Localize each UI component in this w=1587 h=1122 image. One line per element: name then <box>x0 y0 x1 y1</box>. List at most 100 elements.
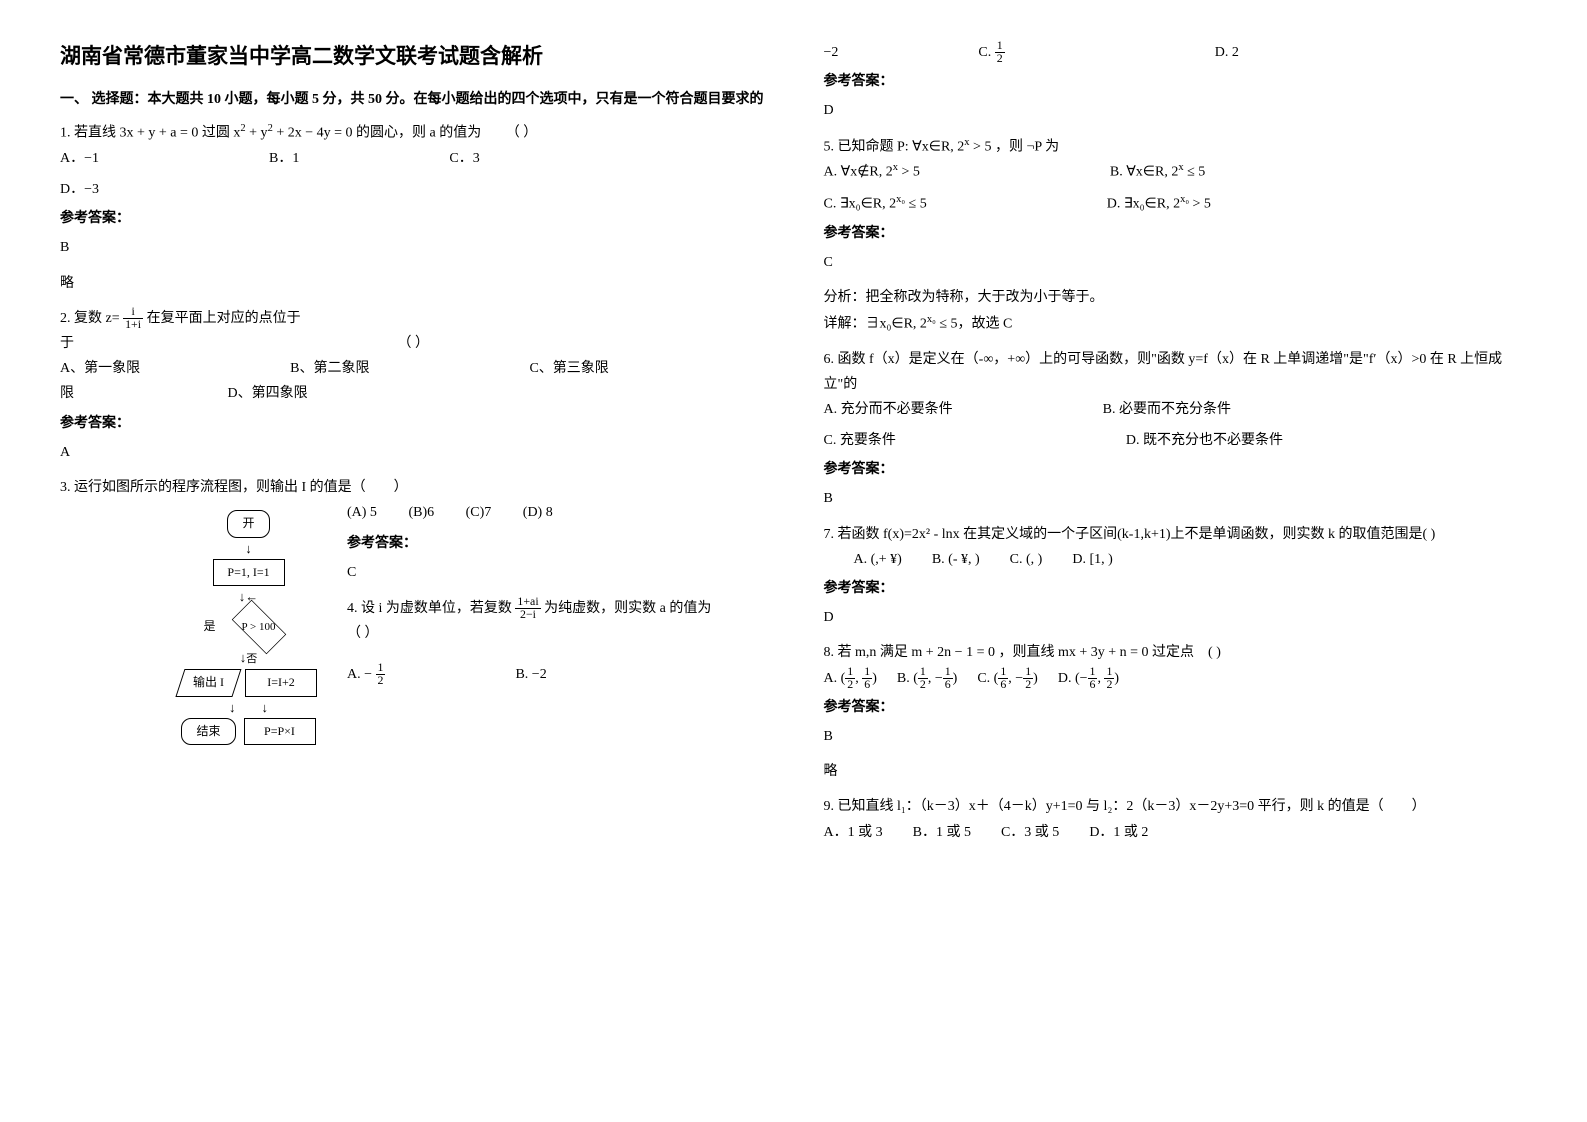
q4-c-d: 2 <box>995 53 1005 65</box>
q9-option-b: B．1 或 5 <box>913 820 971 845</box>
q5-b-b: ≤ 5 <box>1184 165 1206 180</box>
q4-option-d: D. 2 <box>1215 40 1239 65</box>
q1-answer: B <box>60 235 764 260</box>
q1-paren: （ ） <box>506 126 538 141</box>
question-5: 5. 已知命题 P: ∀x∈R, 2x > 5 ，则 ¬P 为 A. ∀x∉R,… <box>824 134 1528 337</box>
q7-option-c: C. (, ) <box>1010 547 1043 572</box>
q1-option-a: A．−1 <box>60 146 99 171</box>
q5-note2: 详解：∃x₀∈R, 2x₀ ≤ 5，故选 C <box>824 311 1528 337</box>
q8-stem: 8. 若 m,n 满足 m + 2n − 1 = 0 ，则直线 mx + 3y … <box>824 645 1195 660</box>
q5-sup-c: x₀ <box>896 194 905 205</box>
q3-answer: C <box>347 560 711 585</box>
question-4: 4. 设 i 为虚数单位，若复数 1+ai 2−i 为纯虚数，则实数 a 的值为… <box>347 596 711 688</box>
q5-option-c: C. ∃x₀∈R, 2x₀ ≤ 5 <box>824 191 927 217</box>
q3-option-d: (D) 8 <box>523 505 553 520</box>
q3-options: (A) 5 (B)6 (C)7 (D) 8 <box>347 500 711 525</box>
q5-a-b: > 5 <box>898 165 920 180</box>
q8-option-c: C. (16, −12) <box>977 666 1037 691</box>
q6-option-d: D. 既不充分也不必要条件 <box>1126 428 1283 453</box>
q8-c-pre: C. ( <box>977 671 998 686</box>
q8d-post: ) <box>1114 671 1119 686</box>
q5-note2-sup: x₀ <box>927 314 936 325</box>
q7-option-b: B. (- ¥, ) <box>932 547 980 572</box>
q8b-d1: 2 <box>918 679 928 691</box>
q2-paren: （ ） <box>398 336 430 351</box>
q4-option-a: A. − 12 <box>347 662 385 687</box>
q2-answer: A <box>60 440 764 465</box>
q8-note: 略 <box>824 759 1528 784</box>
q5-b-a: B. ∀x∈R, 2 <box>1110 165 1178 180</box>
question-6: 6. 函数 f（x）是定义在（-∞，+∞）上的可导函数，则"函数 y=f（x）在… <box>824 347 1528 512</box>
fc-step1: I=I+2 <box>245 669 317 697</box>
fc-cond-text: P > 100 <box>242 621 276 633</box>
question-9: 9. 已知直线 l₁：（k－3）x＋（4－k）y+1=0 与 l₂：2（k－3）… <box>824 794 1528 844</box>
q8-paren: ( ) <box>1208 645 1221 660</box>
q8a-mid: , <box>855 671 862 686</box>
q8-option-b: B. (12, −16) <box>897 666 957 691</box>
q7-answer: D <box>824 605 1528 630</box>
q3-option-c: (C)7 <box>466 505 492 520</box>
q3-option-a: (A) 5 <box>347 505 377 520</box>
q2-xian: 限 <box>60 386 74 401</box>
q8-option-d: D. (−16, 12) <box>1058 666 1119 691</box>
q6-answer: B <box>824 486 1528 511</box>
fc-step2: P=P×I <box>244 718 316 746</box>
q4-a-pre: A. − <box>347 667 372 682</box>
q1-stem-b: + y <box>246 126 268 141</box>
q8c-post: ) <box>1033 671 1038 686</box>
q2-option-b: B、第二象限 <box>290 356 369 381</box>
q7-stem: 7. 若函数 f(x)=2x² - lnx 在其定义域的一个子区间(k-1,k+… <box>824 522 1528 547</box>
left-column: 湖南省常德市董家当中学高二数学文联考试题含解析 一、 选择题：本大题共 10 小… <box>60 40 764 1082</box>
q1-stem-a: 1. 若直线 3x + y + a = 0 过圆 x <box>60 126 240 141</box>
q8d-d1: 6 <box>1088 679 1098 691</box>
q8-answer: B <box>824 724 1528 749</box>
q3-right-block: (A) 5 (B)6 (C)7 (D) 8 参考答案： C 4. 设 i 为虚数… <box>347 500 711 697</box>
q1-option-c: C．3 <box>449 146 479 171</box>
fc-init: P=1, I=1 <box>213 559 285 587</box>
fc-condition: P > 100 <box>224 607 294 647</box>
q2-frac-den: 1+i <box>123 319 143 331</box>
right-column: −2 C. 12 D. 2 参考答案： D 5. 已知命题 P: ∀x∈R, 2… <box>824 40 1528 1082</box>
q4-answer: D <box>824 98 1528 123</box>
q8-a-pre: A. ( <box>824 671 846 686</box>
q2-option-d: D、第四象限 <box>228 386 308 401</box>
q6-stem: 6. 函数 f（x）是定义在（-∞，+∞）上的可导函数，则"函数 y=f（x）在… <box>824 347 1528 397</box>
question-2: 2. 复数 z= i 1+i 在复平面上对应的点位于 于 （ ） A、第一象限 … <box>60 306 764 465</box>
q2-option-d-line: 限 D、第四象限 <box>60 381 764 406</box>
q5-c-b: ≤ 5 <box>905 197 927 212</box>
q2-answer-label: 参考答案： <box>60 411 764 436</box>
q4-option-b-echo: −2 <box>824 40 839 65</box>
fc-start: 开 <box>227 510 269 538</box>
q8d-mid: , <box>1097 671 1104 686</box>
q3-option-b: (B)6 <box>408 505 434 520</box>
q3-answer-label: 参考答案： <box>347 531 711 556</box>
q7-option-d: D. [1, ) <box>1072 547 1112 572</box>
fc-output-text: 输出 I <box>193 672 224 694</box>
fc-arrow-4: ↓ ↓ <box>229 701 268 714</box>
q7-answer-label: 参考答案： <box>824 576 1528 601</box>
fc-arrow-1: ↓ <box>245 542 252 555</box>
fc-yes-label: 是 <box>203 616 215 638</box>
q4-option-c: C. 12 <box>978 40 1004 65</box>
q8c-d1: 6 <box>998 679 1008 691</box>
q7-option-a: A. (,+ ¥) <box>854 547 902 572</box>
q4-c-pre: C. <box>978 45 994 60</box>
q8b-mid: , − <box>928 671 943 686</box>
question-4-cont: −2 C. 12 D. 2 参考答案： D <box>824 40 1528 124</box>
fc-arrow-3: ↓否 <box>240 651 258 665</box>
q9-option-a: A．1 或 3 <box>824 820 883 845</box>
q1-note: 略 <box>60 271 764 296</box>
q5-answer: C <box>824 250 1528 275</box>
question-8: 8. 若 m,n 满足 m + 2n − 1 = 0 ，则直线 mx + 3y … <box>824 640 1528 784</box>
question-1: 1. 若直线 3x + y + a = 0 过圆 x2 + y2 + 2x − … <box>60 120 764 296</box>
q6-option-a: A. 充分而不必要条件 <box>824 397 953 422</box>
fc-end: 结束 <box>181 718 235 746</box>
q5-option-a: A. ∀x∉R, 2x > 5 <box>824 159 920 185</box>
q3-flowchart: 开 ↓ P=1, I=1 ↓← 是 P > 100 ↓否 输出 I I=I+2 … <box>180 510 317 745</box>
q2-fraction: i 1+i <box>123 306 143 331</box>
q6-answer-label: 参考答案： <box>824 457 1528 482</box>
q3-stem: 3. 运行如图所示的程序流程图，则输出 I 的值是（ ） <box>60 475 764 500</box>
q5-note2-a: 详解：∃x₀∈R, 2 <box>824 316 927 331</box>
q4-fraction: 1+ai 2−i <box>515 596 540 621</box>
q1-stem-c: + 2x − 4y = 0 的圆心，则 a 的值为 <box>273 126 481 141</box>
